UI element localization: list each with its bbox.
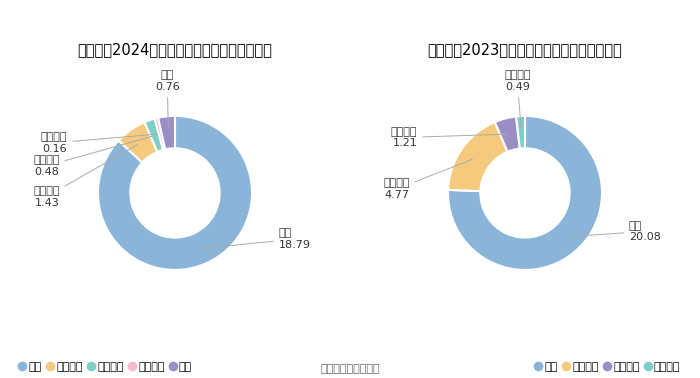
Text: 建筑工程
0.16: 建筑工程 0.16 (41, 132, 158, 154)
Legend: 煤炭, 物资流通, 建筑施工, 铁路运输: 煤炭, 物资流通, 建筑施工, 铁路运输 (536, 362, 680, 372)
Wedge shape (118, 122, 158, 163)
Text: 铁路运输
0.49: 铁路运输 0.49 (504, 70, 531, 129)
Text: 物资流通
1.43: 物资流通 1.43 (33, 145, 137, 208)
Wedge shape (158, 116, 175, 149)
Text: 数据来源：恒生聚源: 数据来源：恒生聚源 (320, 364, 380, 374)
Text: 物资流通
4.77: 物资流通 4.77 (383, 160, 473, 200)
Text: 其他
0.76: 其他 0.76 (155, 70, 180, 130)
Text: 建筑施工
1.21: 建筑施工 1.21 (391, 127, 507, 148)
Wedge shape (98, 116, 252, 270)
Text: 煤炭
18.79: 煤炭 18.79 (202, 228, 311, 250)
Wedge shape (448, 116, 602, 270)
Wedge shape (144, 119, 163, 152)
Wedge shape (516, 116, 525, 149)
Text: 煤炭
20.08: 煤炭 20.08 (570, 221, 661, 242)
Text: 铁路运输
0.48: 铁路运输 0.48 (33, 136, 152, 177)
Wedge shape (155, 118, 165, 150)
Title: 郑州煤电2024年上半年营业收入构成（亿元）: 郑州煤电2024年上半年营业收入构成（亿元） (78, 42, 272, 57)
Wedge shape (448, 122, 508, 191)
Wedge shape (495, 116, 520, 152)
Legend: 煤炭, 物资流通, 铁路运输, 建筑工程, 其他: 煤炭, 物资流通, 铁路运输, 建筑工程, 其他 (20, 362, 192, 372)
Title: 郑州煤电2023年上半年营业收入构成（亿元）: 郑州煤电2023年上半年营业收入构成（亿元） (428, 42, 622, 57)
